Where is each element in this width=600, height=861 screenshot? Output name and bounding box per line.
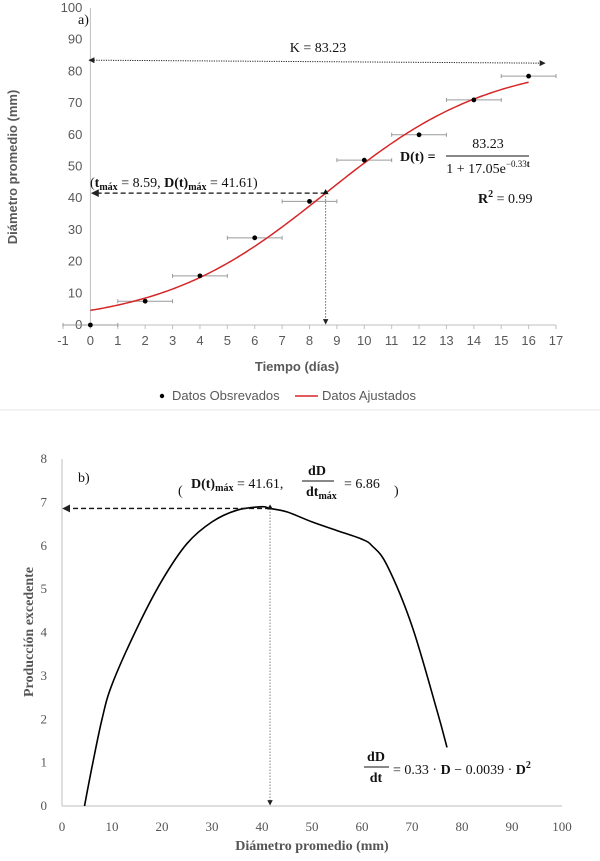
equation-denominator: 1 + 17.05e−0.33t — [446, 159, 529, 177]
legend-fitted-label: Datos Ajustados — [322, 388, 416, 403]
chart-b-panel-label: b) — [78, 471, 90, 486]
chart-b-x-tick: 0 — [59, 819, 66, 834]
chart-b-y-tick: 6 — [41, 538, 48, 553]
k-asymptote-arrow — [88, 57, 546, 67]
k-label: K = 83.23 — [290, 41, 347, 56]
svg-text:D(t)máx = 41.61,: D(t)máx = 41.61, — [191, 477, 283, 494]
chart-a-observed-point — [87, 322, 93, 328]
r2-label: R2 = 0.99 — [478, 189, 533, 207]
chart-a-observed-point — [471, 97, 477, 103]
chart-b-y-tick: 7 — [41, 494, 48, 509]
chart-b-x-tick: 70 — [406, 819, 419, 834]
chart-a-x-tick: 11 — [385, 333, 399, 348]
chart-a-x-tick: 13 — [439, 333, 453, 348]
peak-label: ( D(t)máx = 41.61, dD dtmáx = 6.86 ) — [178, 464, 399, 502]
chart-a-x-tick: 16 — [521, 333, 535, 348]
chart-a-legend: Datos Obsrevados Datos Ajustados — [159, 388, 416, 403]
chart-a-x-tick: 4 — [196, 333, 203, 348]
svg-text:dt: dt — [370, 771, 383, 786]
chart-a-y-tick: 60 — [68, 127, 82, 142]
chart-a-y-tick: 40 — [68, 190, 82, 205]
inflection-point-marker — [322, 189, 329, 195]
chart-a-observed-point — [526, 73, 532, 79]
chart-b-x-tick: 100 — [552, 819, 572, 834]
chart-a-fitted-curve — [90, 81, 529, 312]
chart-b-x-label: Diámetro promedio (mm) — [235, 839, 389, 854]
chart-a-x-tick: 5 — [224, 333, 231, 348]
svg-text:): ) — [394, 484, 399, 499]
chart-b-x-tick: 50 — [306, 819, 319, 834]
chart-b-y-tick: 8 — [41, 451, 48, 466]
chart-a-y-tick: 10 — [68, 285, 82, 300]
chart-a-x-tick: 3 — [169, 333, 176, 348]
equation-numerator: 83.23 — [472, 137, 504, 152]
chart-a-x-tick: 14 — [467, 333, 481, 348]
chart-a-y-tick: 50 — [68, 159, 82, 174]
chart-a-y-tick: 100 — [61, 0, 83, 15]
equation-lhs: D(t) = — [400, 150, 436, 165]
chart-b-x-tick: 30 — [206, 819, 219, 834]
chart-a-x-tick: 7 — [278, 333, 285, 348]
chart-b-y-tick: 2 — [41, 711, 48, 726]
chart-a-panel-label: a) — [78, 13, 89, 28]
chart-b-y-tick: 0 — [41, 798, 48, 813]
chart-b-x-tick: 60 — [356, 819, 369, 834]
chart-a-y-tick: 90 — [68, 32, 82, 47]
chart-a-observed-point — [307, 198, 312, 204]
chart-b-equation: dD dt = 0.33 · D − 0.0039 · D2 — [364, 750, 531, 786]
chart-a-observed-point — [142, 298, 148, 304]
legend-observed-label: Datos Obsrevados — [172, 388, 280, 403]
svg-text:dtmáx: dtmáx — [306, 485, 337, 502]
svg-text:dD: dD — [308, 464, 326, 479]
chart-a-x-tick: -1 — [57, 333, 69, 348]
chart-a-y-tick: 30 — [68, 222, 82, 237]
svg-text:= 0.33 · D − 0.0039 · D2: = 0.33 · D − 0.0039 · D2 — [393, 760, 531, 778]
chart-a-observed-point — [361, 157, 367, 163]
svg-text:dD: dD — [367, 750, 385, 765]
chart-b-y-tick: 1 — [41, 755, 48, 770]
chart-a-x-tick: 1 — [114, 333, 121, 348]
chart-a-x-tick: 8 — [306, 333, 313, 348]
chart-b-y-tick: 4 — [41, 625, 48, 640]
chart-a-observed-point — [416, 132, 422, 138]
chart-a-observed-point — [197, 273, 203, 279]
peak-point-marker — [267, 504, 274, 510]
chart-a-x-tick: 9 — [333, 333, 340, 348]
chart-b-y-tick: 3 — [41, 668, 48, 683]
chart-b-y-tick: 5 — [41, 581, 48, 596]
chart-a-observed-point — [252, 235, 258, 241]
chart-b-x-tick: 20 — [156, 819, 169, 834]
chart-b-x-tick: 40 — [256, 819, 269, 834]
legend-observed-marker — [159, 393, 165, 399]
chart-a-y-tick: 20 — [68, 254, 82, 269]
chart-a-x-label: Tiempo (días) — [255, 359, 339, 374]
chart-a-x-tick: 17 — [549, 333, 563, 348]
chart-b: 0 1 2 3 4 5 6 7 8 0 10 20 30 40 50 60 70 80 90 100 b) Diám… — [22, 451, 572, 854]
chart-b-y-label: Producción excedente — [22, 567, 37, 697]
chart-a-x-tick: 0 — [87, 333, 94, 348]
svg-text:= 6.86: = 6.86 — [344, 477, 380, 492]
chart-b-x-tick: 80 — [456, 819, 469, 834]
chart-a-x-tick: 6 — [251, 333, 258, 348]
chart-b-x-tick: 90 — [506, 819, 519, 834]
chart-a-x-tick: 2 — [142, 333, 149, 348]
inflection-label: (tmáx = 8.59, D(t)máx = 41.61) — [90, 176, 258, 193]
chart-b-curve — [83, 505, 448, 807]
chart-a-x-tick: 15 — [494, 333, 508, 348]
chart-a-x-tick: 10 — [357, 333, 371, 348]
chart-a-y-label: Diámetro promedio (mm) — [5, 90, 20, 245]
chart-b-x-tick: 10 — [106, 819, 119, 834]
chart-a-y-tick: 70 — [68, 95, 82, 110]
svg-text:(: ( — [178, 484, 183, 499]
chart-a-x-tick: 12 — [412, 333, 426, 348]
chart-a-y-tick: 80 — [68, 63, 82, 78]
